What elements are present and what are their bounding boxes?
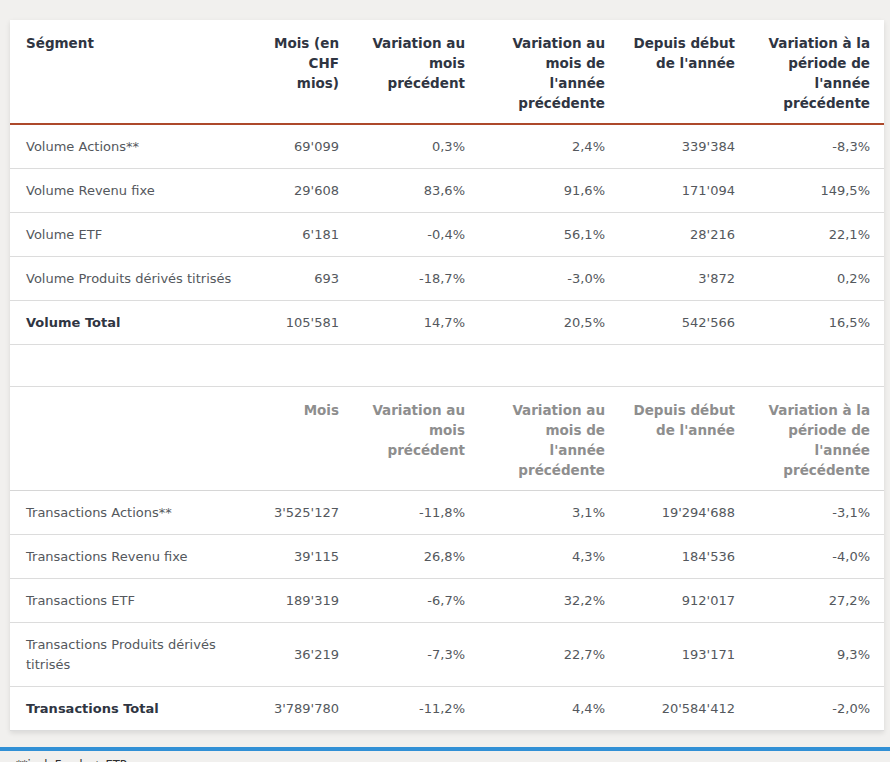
cell-variation-periode: -2,0% — [749, 687, 884, 731]
cell-variation-periode: 16,5% — [749, 301, 884, 345]
cell-mois: 36'219 — [253, 623, 353, 687]
table-row: Transactions Revenu fixe 39'115 26,8% 4,… — [10, 535, 884, 579]
column-header-mois: Mois — [253, 387, 353, 491]
cell-depuis-debut: 20'584'412 — [619, 687, 749, 731]
cell-mois: 69'099 — [253, 124, 353, 169]
column-header-empty — [10, 387, 253, 491]
table-row-total: Volume Total 105'581 14,7% 20,5% 542'566… — [10, 301, 884, 345]
cell-depuis-debut: 912'017 — [619, 579, 749, 623]
cell-variation-periode: -8,3% — [749, 124, 884, 169]
cell-variation-mois: 83,6% — [353, 169, 479, 213]
column-header-variation-mois-precedent: Variation au mois précédent — [353, 20, 479, 124]
cell-mois: 6'181 — [253, 213, 353, 257]
row-label: Transactions Produits dérivés titrisés — [10, 623, 253, 687]
cell-depuis-debut: 184'536 — [619, 535, 749, 579]
cell-depuis-debut: 28'216 — [619, 213, 749, 257]
cell-variation-mois: -7,3% — [353, 623, 479, 687]
cell-variation-mois: 14,7% — [353, 301, 479, 345]
row-label: Volume Revenu fixe — [10, 169, 253, 213]
cell-mois: 29'608 — [253, 169, 353, 213]
row-label: Transactions Actions** — [10, 491, 253, 535]
cell-variation-annee: 56,1% — [479, 213, 619, 257]
cell-variation-annee: 3,1% — [479, 491, 619, 535]
cell-variation-periode: -4,0% — [749, 535, 884, 579]
bottom-divider-rule — [0, 747, 890, 751]
statistics-card: Ségment Mois (en CHF mios) Variation au … — [10, 20, 884, 731]
cell-variation-annee: -3,0% — [479, 257, 619, 301]
cell-variation-periode: 27,2% — [749, 579, 884, 623]
row-label: Transactions ETF — [10, 579, 253, 623]
cell-variation-periode: -3,1% — [749, 491, 884, 535]
row-label: Volume Actions** — [10, 124, 253, 169]
cell-mois: 105'581 — [253, 301, 353, 345]
row-label: Transactions Revenu fixe — [10, 535, 253, 579]
cell-variation-mois: -11,8% — [353, 491, 479, 535]
cell-depuis-debut: 171'094 — [619, 169, 749, 213]
volume-table: Ségment Mois (en CHF mios) Variation au … — [10, 20, 884, 345]
table-spacer — [10, 345, 884, 387]
column-header-variation-annee-precedente: Variation au mois de l'année précédente — [479, 20, 619, 124]
row-label: Volume Total — [10, 301, 253, 345]
cell-depuis-debut: 339'384 — [619, 124, 749, 169]
cell-mois: 693 — [253, 257, 353, 301]
column-header-mois: Mois (en CHF mios) — [253, 20, 353, 124]
column-header-depuis-debut-annee: Depuis début de l'année — [619, 387, 749, 491]
cell-variation-periode: 22,1% — [749, 213, 884, 257]
table-row-total: Transactions Total 3'789'780 -11,2% 4,4%… — [10, 687, 884, 731]
column-header-variation-annee-precedente: Variation au mois de l'année précédente — [479, 387, 619, 491]
cell-mois: 189'319 — [253, 579, 353, 623]
cell-variation-annee: 2,4% — [479, 124, 619, 169]
cell-depuis-debut: 542'566 — [619, 301, 749, 345]
cell-variation-periode: 0,2% — [749, 257, 884, 301]
table-row: Transactions ETF 189'319 -6,7% 32,2% 912… — [10, 579, 884, 623]
cell-variation-mois: 0,3% — [353, 124, 479, 169]
cell-variation-mois: -18,7% — [353, 257, 479, 301]
cell-variation-periode: 9,3% — [749, 623, 884, 687]
row-label: Volume Produits dérivés titrisés — [10, 257, 253, 301]
column-header-variation-mois-precedent: Variation au mois précédent — [353, 387, 479, 491]
row-label: Volume ETF — [10, 213, 253, 257]
cell-variation-mois: -6,7% — [353, 579, 479, 623]
cell-variation-periode: 149,5% — [749, 169, 884, 213]
cell-mois: 3'789'780 — [253, 687, 353, 731]
cell-depuis-debut: 3'872 — [619, 257, 749, 301]
cell-mois: 3'525'127 — [253, 491, 353, 535]
row-label: Transactions Total — [10, 687, 253, 731]
column-header-depuis-debut-annee: Depuis début de l'année — [619, 20, 749, 124]
cell-variation-mois: -11,2% — [353, 687, 479, 731]
table-row: Transactions Produits dérivés titrisés 3… — [10, 623, 884, 687]
cell-depuis-debut: 193'171 — [619, 623, 749, 687]
transactions-table-header-row: Mois Variation au mois précédent Variati… — [10, 387, 884, 491]
cell-variation-annee: 4,3% — [479, 535, 619, 579]
footnote: **incl. Fonds + ETP — [16, 758, 890, 762]
transactions-table: Mois Variation au mois précédent Variati… — [10, 387, 884, 731]
cell-variation-annee: 4,4% — [479, 687, 619, 731]
column-header-segment: Ségment — [10, 20, 253, 124]
cell-variation-annee: 20,5% — [479, 301, 619, 345]
cell-depuis-debut: 19'294'688 — [619, 491, 749, 535]
table-row: Volume ETF 6'181 -0,4% 56,1% 28'216 22,1… — [10, 213, 884, 257]
table-row: Volume Produits dérivés titrisés 693 -18… — [10, 257, 884, 301]
cell-variation-annee: 91,6% — [479, 169, 619, 213]
cell-variation-annee: 22,7% — [479, 623, 619, 687]
column-header-variation-periode: Variation à la période de l'année précéd… — [749, 20, 884, 124]
table-row: Transactions Actions** 3'525'127 -11,8% … — [10, 491, 884, 535]
cell-variation-mois: -0,4% — [353, 213, 479, 257]
column-header-variation-periode: Variation à la période de l'année précéd… — [749, 387, 884, 491]
table-row: Volume Revenu fixe 29'608 83,6% 91,6% 17… — [10, 169, 884, 213]
cell-variation-mois: 26,8% — [353, 535, 479, 579]
volume-table-header-row: Ségment Mois (en CHF mios) Variation au … — [10, 20, 884, 124]
cell-variation-annee: 32,2% — [479, 579, 619, 623]
table-row: Volume Actions** 69'099 0,3% 2,4% 339'38… — [10, 124, 884, 169]
cell-mois: 39'115 — [253, 535, 353, 579]
